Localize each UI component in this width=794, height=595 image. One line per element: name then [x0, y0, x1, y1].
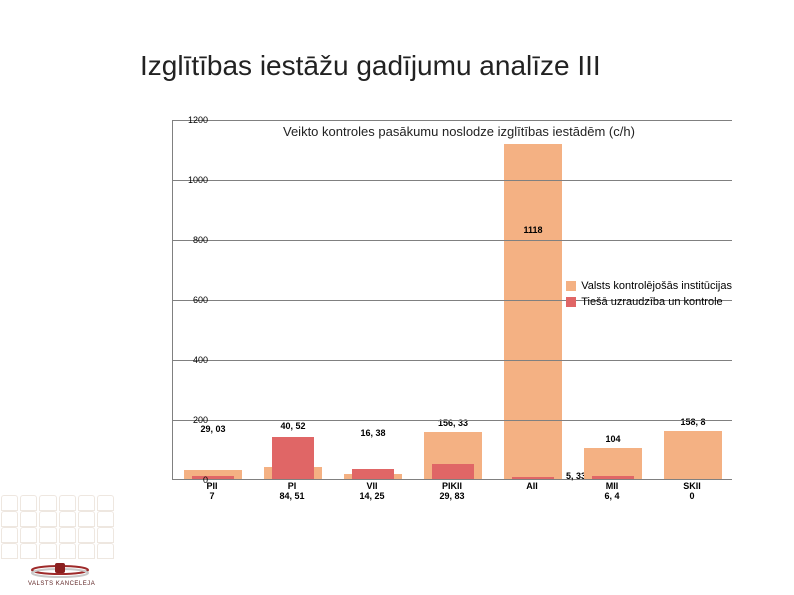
x-tick-label: VII14, 25 [343, 482, 401, 502]
y-tick-label: 1200 [178, 115, 208, 125]
y-tick-label: 200 [178, 415, 208, 425]
bar-series-1 [352, 469, 394, 480]
bar-series-0 [504, 144, 562, 479]
bar-chart: Veikto kontroles pasākumu noslodze izglī… [140, 120, 740, 520]
x-tick-label: PII7 [183, 482, 241, 502]
x-tick-label: SKII0 [663, 482, 721, 502]
legend-item: Valsts kontrolējošās institūcijas [566, 280, 732, 292]
bar-series-1 [432, 464, 474, 479]
bar-value-label: 158, 8 [680, 417, 705, 427]
x-tick-label: PI84, 51 [263, 482, 321, 502]
legend-label: Valsts kontrolējošās institūcijas [581, 280, 732, 292]
footer-decoration: VALSTS KANCELEJA [0, 485, 140, 595]
y-tick-label: 400 [178, 355, 208, 365]
logo: VALSTS KANCELEJA [28, 561, 95, 587]
bar-value-label: 104 [605, 434, 620, 444]
page-title: Izglītības iestāžu gadījumu analīze III [140, 50, 601, 82]
bar-series-0 [664, 431, 722, 479]
bar-series-1 [512, 477, 554, 479]
legend-label: Tiešā uzraudzība un kontrole [581, 296, 722, 308]
gridline [173, 240, 732, 241]
logo-text: VALSTS KANCELEJA [28, 581, 95, 587]
gridline [173, 120, 732, 121]
x-tick-label: AII [503, 482, 561, 492]
legend-swatch [566, 297, 576, 307]
gridline [173, 420, 732, 421]
bar-value-label: 16, 38 [360, 428, 385, 438]
bar-value-label: 40, 52 [280, 421, 305, 431]
legend-swatch [566, 281, 576, 291]
building-icon [0, 495, 115, 565]
gridline [173, 360, 732, 361]
y-tick-label: 1000 [178, 175, 208, 185]
bar-value-label: 29, 03 [200, 424, 225, 434]
gridline [173, 180, 732, 181]
x-tick-label: MII6, 4 [583, 482, 641, 502]
y-tick-label: 800 [178, 235, 208, 245]
legend: Valsts kontrolējošās institūcijas Tiešā … [566, 280, 732, 312]
bar-value-label: 1118 [523, 225, 542, 235]
bar-series-0 [584, 448, 642, 479]
y-tick-label: 600 [178, 295, 208, 305]
x-tick-label: PIKII29, 83 [423, 482, 481, 502]
bar-series-1 [272, 437, 314, 479]
legend-item: Tiešā uzraudzība un kontrole [566, 296, 732, 308]
bar-series-1 [592, 476, 634, 479]
